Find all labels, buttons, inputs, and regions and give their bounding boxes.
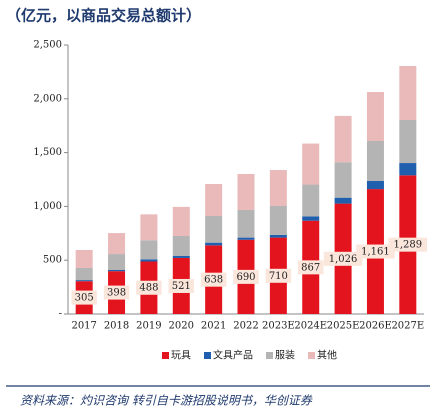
data-label: 521 [172, 281, 191, 292]
bar-segment [366, 181, 384, 190]
x-tick-label: 2017 [71, 321, 96, 332]
legend-label: 玩具 [171, 350, 191, 362]
label-box [356, 244, 395, 259]
data-label: 867 [301, 262, 320, 273]
y-tick-label: 1,000 [33, 201, 62, 212]
bar-segment [269, 170, 287, 206]
source: 资料来源：灼识咨询 转引自卡游招股说明书，华创证券 [20, 394, 313, 408]
label-box [136, 280, 162, 295]
bar-segment [366, 140, 384, 182]
y-tick-label: 1,500 [33, 147, 62, 158]
bar-segment [334, 115, 352, 163]
bar-segment [334, 162, 352, 198]
data-label: 398 [107, 288, 126, 299]
bar-segment [399, 65, 417, 120]
legend-swatch [308, 352, 315, 359]
x-tick-label: 2019 [136, 321, 161, 332]
label-box [265, 268, 292, 283]
legend-label: 文具产品 [213, 349, 253, 362]
bar-segment [205, 184, 223, 216]
bar-segment [302, 216, 320, 221]
legend-swatch [162, 352, 169, 359]
bar-segment [108, 269, 126, 272]
y-tick-label: - [59, 309, 62, 320]
x-tick-label: 2022 [233, 321, 258, 332]
data-label: 1,161 [361, 247, 390, 258]
bar-segment [237, 237, 255, 240]
chart-title: （亿元，以商品交易总额计） [6, 7, 201, 25]
bar-segment [205, 215, 223, 243]
bar-segment [172, 235, 190, 257]
bar-segment [302, 184, 320, 217]
bar-segment [366, 92, 384, 141]
x-tick-label: 2024E [294, 321, 327, 332]
bar-segment [75, 280, 93, 282]
bar-segment [75, 267, 93, 281]
bar-segment [399, 163, 417, 176]
data-label: 488 [139, 283, 158, 294]
x-tick-label: 2018 [104, 321, 129, 332]
data-label: 1,289 [393, 240, 422, 251]
data-label: 690 [236, 272, 255, 283]
label-box [200, 272, 227, 287]
x-tick-label: 2027E [391, 321, 424, 332]
label-box [297, 260, 324, 275]
bar-segment [140, 240, 158, 260]
x-tick-label: 2023E [262, 321, 295, 332]
bar-segment [108, 233, 126, 255]
bar-segment [269, 205, 287, 235]
bar-segment [237, 209, 255, 238]
bar-segment [140, 214, 158, 241]
legend-swatch [266, 352, 273, 359]
bar-segment [205, 242, 223, 246]
legend-label: 其他 [317, 349, 337, 362]
legend-label: 服装 [275, 349, 295, 362]
bar-segment [302, 143, 320, 185]
bar-segment [334, 197, 352, 204]
label-box [71, 290, 97, 305]
bar-segment [108, 254, 126, 270]
x-tick-label: 2025E [327, 321, 360, 332]
bar-segment [269, 234, 287, 238]
label-box [168, 278, 195, 293]
y-tick-label: 2,500 [33, 40, 62, 51]
y-tick-label: 500 [43, 255, 62, 266]
x-tick-label: 2021 [201, 321, 226, 332]
bar-segment [140, 259, 158, 262]
data-label: 305 [75, 293, 94, 304]
data-label: 1,026 [329, 254, 358, 265]
y-tick-label: 2,000 [33, 93, 62, 104]
label-box [233, 269, 259, 284]
label-box [103, 285, 130, 300]
bar-segment [237, 174, 255, 210]
label-box [388, 237, 428, 252]
data-label: 710 [269, 271, 288, 282]
data-label: 638 [204, 275, 223, 286]
bar-segment [172, 206, 190, 236]
bar-segment [399, 119, 417, 164]
x-tick-label: 2020 [169, 321, 194, 332]
label-box [323, 251, 363, 266]
legend-swatch [204, 352, 211, 359]
x-tick-label: 2026E [359, 321, 392, 332]
bar-segment [75, 249, 93, 268]
bar-segment [172, 256, 190, 258]
